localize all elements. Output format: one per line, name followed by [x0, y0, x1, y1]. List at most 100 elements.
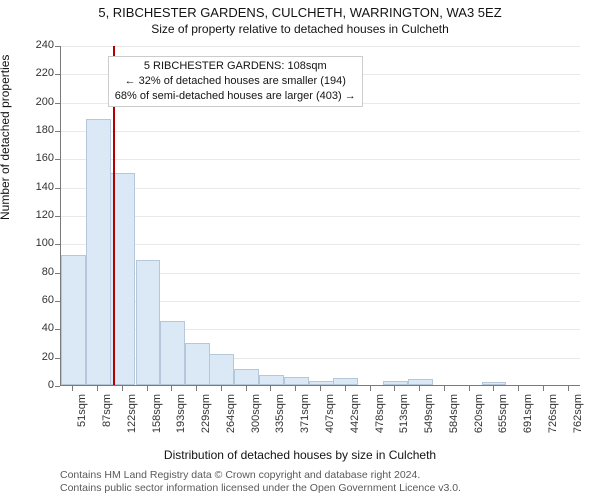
- y-tick-mark: [55, 46, 60, 47]
- y-tick-label: 200: [20, 96, 54, 108]
- x-tick-mark: [493, 386, 494, 391]
- x-tick-label: 335sqm: [274, 394, 286, 454]
- histogram-bar: [185, 343, 210, 386]
- annotation-line1: 5 RIBCHESTER GARDENS: 108sqm: [115, 59, 356, 74]
- x-tick-label: 300sqm: [250, 394, 262, 454]
- x-tick-mark: [469, 386, 470, 391]
- x-tick-label: 193sqm: [175, 394, 187, 454]
- y-tick-mark: [55, 273, 60, 274]
- x-tick-label: 87sqm: [101, 394, 113, 454]
- plot-area: 5 RIBCHESTER GARDENS: 108sqm ← 32% of de…: [60, 46, 580, 386]
- histogram-bar: [408, 379, 433, 385]
- x-tick-mark: [270, 386, 271, 391]
- y-tick-label: 0: [20, 379, 54, 391]
- grid-line: [61, 46, 580, 47]
- x-tick-mark: [147, 386, 148, 391]
- histogram-bar: [259, 375, 284, 385]
- x-tick-label: 726sqm: [547, 394, 559, 454]
- x-tick-mark: [171, 386, 172, 391]
- chart-container: 5, RIBCHESTER GARDENS, CULCHETH, WARRING…: [0, 0, 600, 500]
- y-tick-label: 40: [20, 322, 54, 334]
- y-tick-label: 120: [20, 209, 54, 221]
- y-axis-label: Number of detached properties: [0, 55, 12, 220]
- y-tick-mark: [55, 103, 60, 104]
- histogram-bar: [86, 119, 111, 385]
- x-tick-label: 655sqm: [497, 394, 509, 454]
- x-tick-mark: [122, 386, 123, 391]
- attribution: Contains HM Land Registry data © Crown c…: [60, 469, 461, 496]
- histogram-bar: [136, 260, 161, 385]
- x-tick-mark: [419, 386, 420, 391]
- y-tick-mark: [55, 74, 60, 75]
- y-tick-label: 20: [20, 351, 54, 363]
- grid-line: [61, 216, 580, 217]
- y-tick-label: 80: [20, 266, 54, 278]
- annotation-box: 5 RIBCHESTER GARDENS: 108sqm ← 32% of de…: [108, 56, 363, 107]
- y-tick-mark: [55, 188, 60, 189]
- x-tick-label: 264sqm: [225, 394, 237, 454]
- x-tick-label: 691sqm: [522, 394, 534, 454]
- x-tick-label: 371sqm: [299, 394, 311, 454]
- histogram-bar: [61, 255, 86, 385]
- x-tick-label: 620sqm: [473, 394, 485, 454]
- x-tick-label: 478sqm: [374, 394, 386, 454]
- grid-line: [61, 131, 580, 132]
- histogram-bar: [209, 354, 234, 385]
- x-tick-label: 158sqm: [151, 394, 163, 454]
- histogram-bar: [383, 381, 408, 385]
- x-tick-mark: [196, 386, 197, 391]
- y-tick-label: 220: [20, 67, 54, 79]
- chart-subtitle: Size of property relative to detached ho…: [0, 22, 600, 36]
- x-tick-mark: [97, 386, 98, 391]
- x-tick-label: 407sqm: [324, 394, 336, 454]
- histogram-bar: [482, 382, 507, 385]
- x-tick-label: 513sqm: [398, 394, 410, 454]
- grid-line: [61, 159, 580, 160]
- y-tick-mark: [55, 301, 60, 302]
- y-tick-label: 100: [20, 237, 54, 249]
- histogram-bar: [333, 378, 358, 385]
- y-tick-mark: [55, 386, 60, 387]
- x-tick-mark: [72, 386, 73, 391]
- x-tick-mark: [568, 386, 569, 391]
- x-tick-mark: [246, 386, 247, 391]
- grid-line: [61, 244, 580, 245]
- y-tick-mark: [55, 159, 60, 160]
- y-tick-label: 60: [20, 294, 54, 306]
- histogram-bar: [160, 321, 185, 385]
- y-tick-label: 140: [20, 181, 54, 193]
- x-tick-label: 51sqm: [76, 394, 88, 454]
- x-tick-label: 549sqm: [423, 394, 435, 454]
- x-tick-mark: [221, 386, 222, 391]
- y-tick-mark: [55, 358, 60, 359]
- x-tick-mark: [345, 386, 346, 391]
- y-tick-mark: [55, 329, 60, 330]
- x-tick-mark: [295, 386, 296, 391]
- x-tick-mark: [543, 386, 544, 391]
- attribution-line2: Contains public sector information licen…: [60, 482, 461, 496]
- histogram-bar: [234, 369, 259, 385]
- x-tick-mark: [518, 386, 519, 391]
- annotation-line2: ← 32% of detached houses are smaller (19…: [115, 74, 356, 89]
- chart-title: 5, RIBCHESTER GARDENS, CULCHETH, WARRING…: [0, 5, 600, 20]
- y-tick-label: 240: [20, 39, 54, 51]
- grid-line: [61, 188, 580, 189]
- y-tick-mark: [55, 216, 60, 217]
- y-tick-mark: [55, 244, 60, 245]
- y-tick-mark: [55, 131, 60, 132]
- x-tick-label: 122sqm: [126, 394, 138, 454]
- annotation-line3: 68% of semi-detached houses are larger (…: [115, 89, 356, 104]
- x-tick-mark: [370, 386, 371, 391]
- x-tick-label: 584sqm: [448, 394, 460, 454]
- x-tick-label: 442sqm: [349, 394, 361, 454]
- y-tick-label: 160: [20, 152, 54, 164]
- x-tick-mark: [394, 386, 395, 391]
- x-tick-label: 762sqm: [572, 394, 584, 454]
- histogram-bar: [284, 377, 309, 386]
- x-tick-label: 229sqm: [200, 394, 212, 454]
- x-tick-mark: [320, 386, 321, 391]
- x-tick-mark: [444, 386, 445, 391]
- y-tick-label: 180: [20, 124, 54, 136]
- attribution-line1: Contains HM Land Registry data © Crown c…: [60, 469, 461, 483]
- histogram-bar: [309, 381, 334, 385]
